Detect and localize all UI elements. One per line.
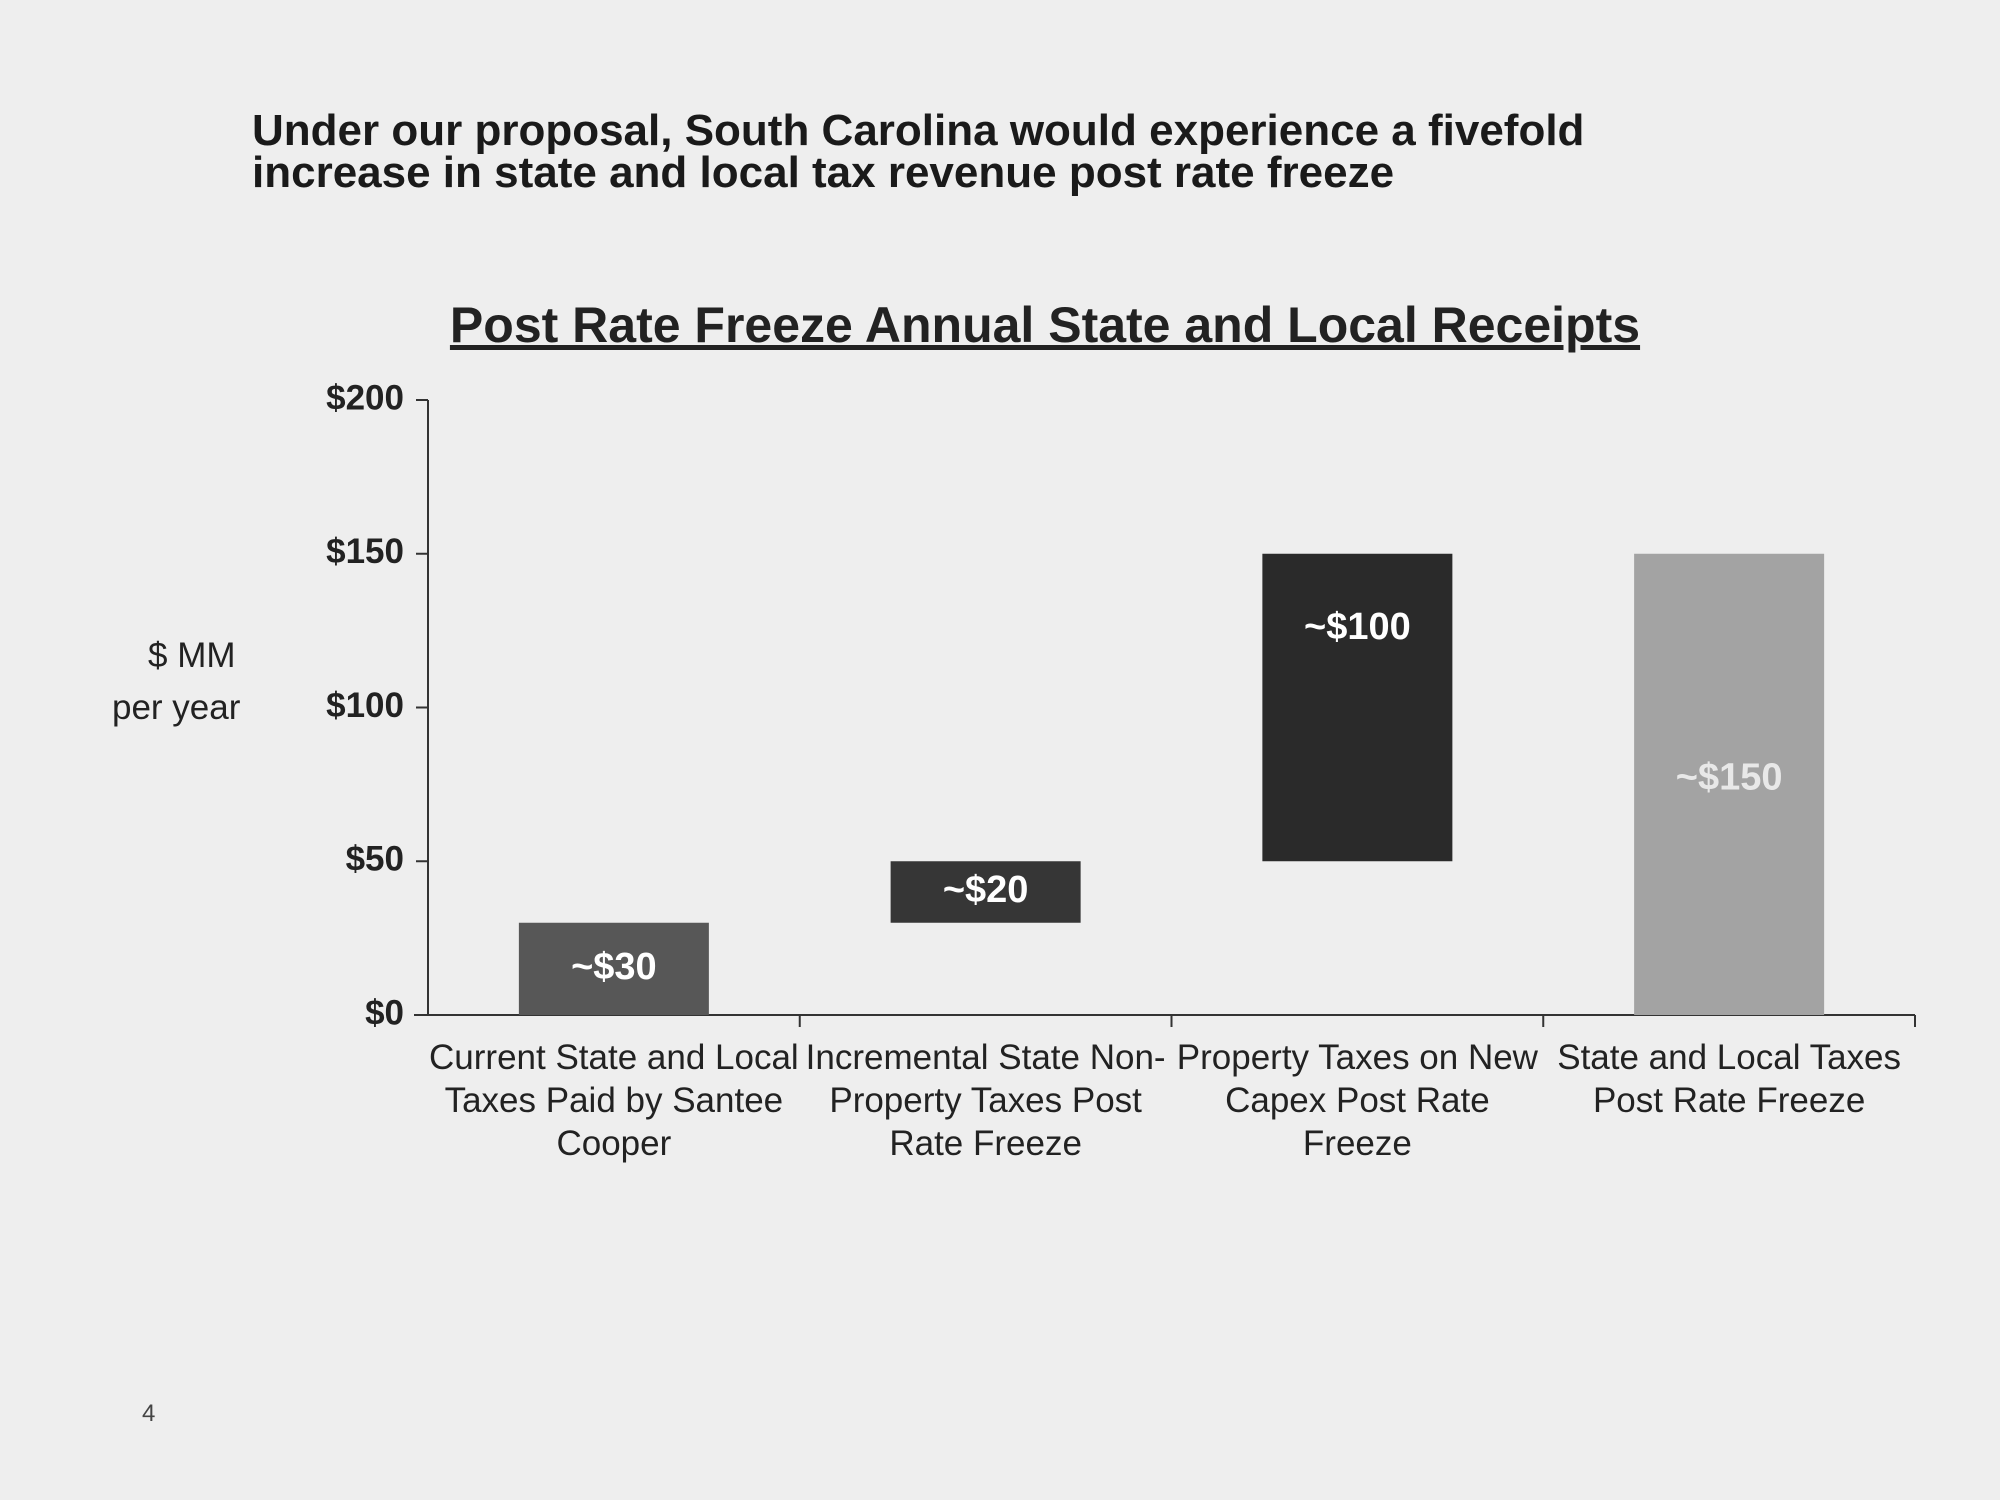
heading: Under our proposal, South Carolina would… <box>252 106 1585 197</box>
y-tick-label: $150 <box>326 532 404 571</box>
value-label: ~$20 <box>943 869 1029 911</box>
y-tick-label: $100 <box>326 686 404 725</box>
value-label: ~$150 <box>1676 756 1783 798</box>
y-tick-label: $0 <box>365 993 404 1032</box>
y-axis-label: per year <box>112 688 241 727</box>
y-tick-label: $200 <box>326 378 404 417</box>
bar <box>518 922 709 1015</box>
x-tick-label: Current State and Local Taxes Paid by Sa… <box>429 1038 799 1163</box>
x-tick-label: Incremental State Non-Property Taxes Pos… <box>805 1038 1166 1163</box>
value-label: ~$30 <box>571 946 657 988</box>
x-tick-label: Property Taxes on New Capex Post Rate Fr… <box>1176 1038 1538 1163</box>
y-axis-label: $ MM <box>148 636 236 675</box>
chart-title: Post Rate Freeze Annual State and Local … <box>449 297 1641 353</box>
bar <box>1262 553 1453 862</box>
value-label: ~$100 <box>1304 606 1411 648</box>
bar <box>1634 553 1825 1015</box>
x-tick-label: State and Local Taxes Post Rate Freeze <box>1557 1038 1901 1120</box>
y-tick-label: $50 <box>346 840 404 879</box>
page-number: 4 <box>142 1400 156 1427</box>
bar <box>890 861 1081 923</box>
